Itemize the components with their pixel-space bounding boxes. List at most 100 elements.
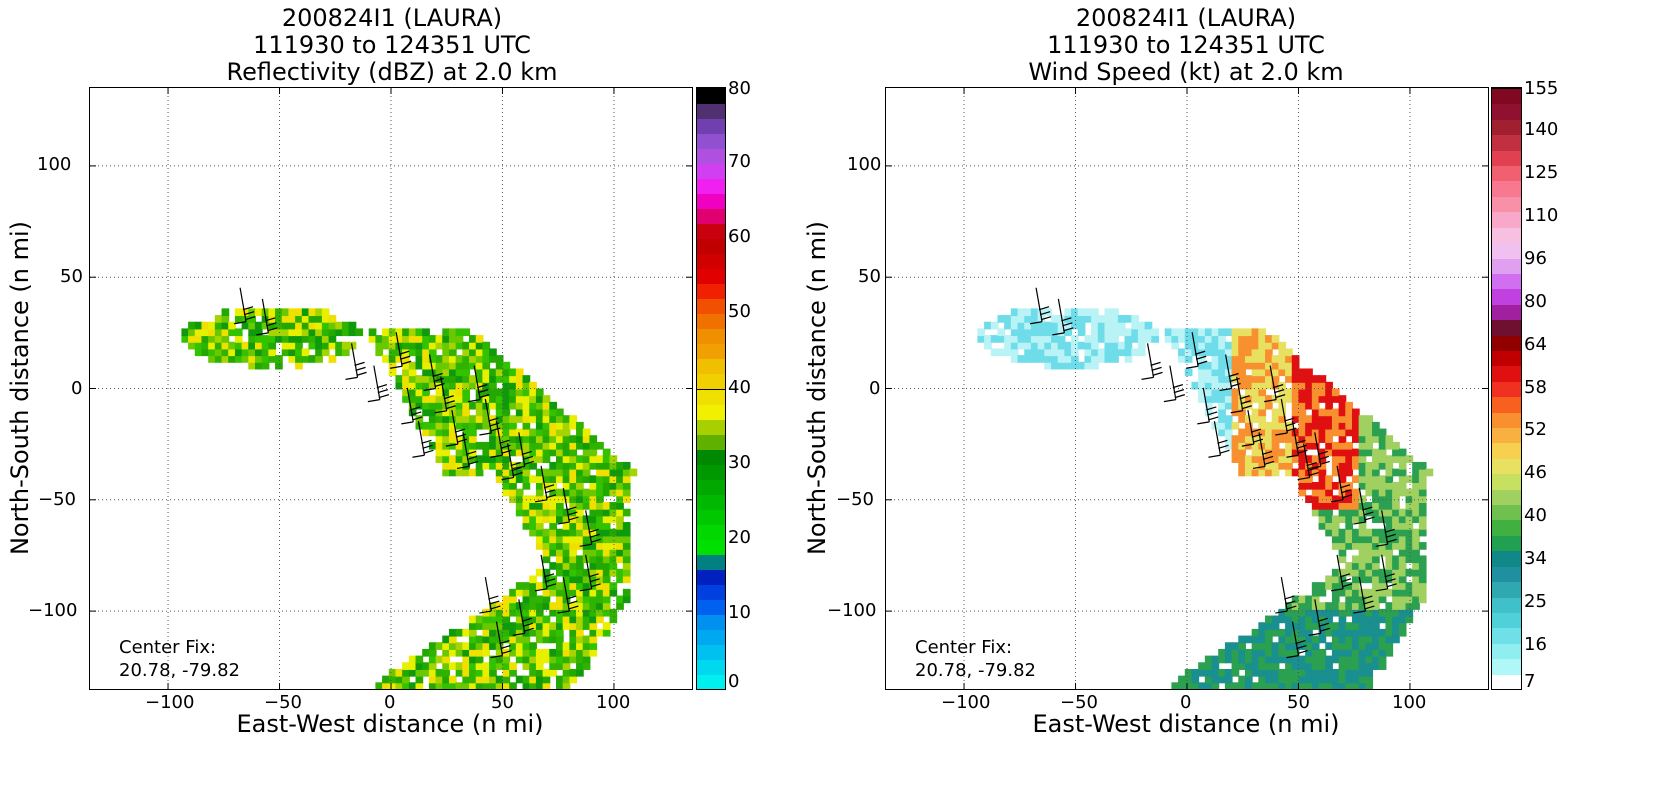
echo-cell — [1298, 655, 1307, 664]
echo-cell — [1331, 468, 1340, 477]
echo-cell — [462, 428, 471, 437]
echo-cell — [1338, 455, 1347, 463]
echo-cell — [495, 415, 504, 423]
colorbar-segment — [1492, 396, 1521, 413]
echo-cell — [1291, 668, 1300, 677]
echo-cell — [475, 335, 484, 343]
colorbar-segment — [697, 433, 725, 450]
echo-cell — [1385, 495, 1394, 504]
echo-cell — [241, 308, 250, 317]
echo-cell — [582, 502, 591, 510]
echo-cell — [1251, 441, 1260, 450]
echo-cell — [1358, 628, 1367, 637]
echo-cell — [569, 668, 578, 677]
wind-barb — [1052, 298, 1074, 336]
echo-cell — [228, 341, 236, 350]
echo-cell — [455, 401, 464, 410]
echo-cell — [1084, 361, 1093, 370]
echo-cell — [582, 468, 591, 477]
echo-cell — [1331, 682, 1340, 689]
echo-cell — [1365, 548, 1374, 557]
echo-cell — [502, 675, 511, 684]
colorbar-segment — [697, 163, 725, 180]
echo-cell — [569, 568, 578, 577]
echo-cell — [616, 461, 624, 470]
echo-cell — [1392, 441, 1400, 450]
echo-cell — [535, 401, 544, 410]
echo-cell — [529, 602, 537, 610]
echo-cell — [509, 682, 517, 689]
echo-cell — [448, 642, 457, 650]
echo-cell — [482, 348, 491, 357]
echo-cell — [469, 375, 477, 383]
center-fix-value: 20.78, -79.82 — [119, 660, 240, 681]
echo-cell — [428, 682, 437, 689]
echo-cell — [1405, 615, 1414, 624]
echo-cell — [462, 461, 471, 470]
echo-cell — [1378, 582, 1387, 590]
echo-cell — [1071, 348, 1079, 357]
echo-cell — [208, 328, 216, 337]
echo-cell — [1338, 461, 1347, 470]
echo-cell — [1298, 675, 1307, 684]
echo-cell — [455, 642, 464, 650]
echo-cell — [582, 441, 591, 450]
echo-cell — [462, 395, 471, 403]
echo-cell — [1365, 595, 1374, 604]
echo-cell — [1385, 488, 1394, 497]
echo-cell — [535, 668, 544, 677]
echo-cell — [576, 515, 584, 524]
echo-cell — [315, 355, 323, 363]
echo-cell — [201, 321, 210, 330]
colorbar-segment — [1492, 303, 1521, 321]
echo-cell — [355, 328, 364, 337]
echo-cell — [1331, 595, 1340, 604]
echo-cell — [1385, 555, 1394, 564]
wind-barb — [1353, 487, 1375, 525]
wind-barb — [1252, 432, 1275, 469]
echo-cell — [428, 421, 437, 430]
echo-cell — [1298, 408, 1307, 417]
echo-cell — [582, 642, 591, 650]
wind-barb — [1375, 510, 1397, 547]
echo-cell — [622, 555, 631, 564]
echo-cell — [1271, 441, 1280, 450]
echo-cell — [1345, 655, 1353, 664]
echo-cell — [522, 401, 531, 410]
echo-cell — [502, 401, 511, 410]
echo-cell — [455, 455, 464, 463]
echo-cell — [1305, 675, 1313, 684]
echo-cell — [1358, 562, 1367, 570]
echo-cell — [549, 408, 557, 417]
echo-cell — [1285, 348, 1293, 357]
echo-cell — [535, 428, 544, 437]
echo-cell — [1291, 642, 1300, 650]
echo-cell — [1331, 582, 1340, 590]
echo-cell — [1198, 328, 1206, 337]
echo-cell — [589, 648, 598, 657]
echo-cell — [1351, 615, 1360, 624]
echo-cell — [1278, 648, 1287, 657]
echo-cell — [1238, 368, 1246, 377]
echo-cell — [1311, 468, 1320, 477]
echo-cell — [482, 635, 491, 644]
echo-cell — [549, 608, 557, 617]
y-tick-label: −100 — [827, 600, 877, 621]
echo-cell — [315, 308, 323, 317]
echo-cell — [589, 441, 598, 450]
echo-cell — [1251, 435, 1260, 443]
echo-cell — [475, 355, 484, 363]
echo-cell — [1345, 448, 1353, 457]
echo-cell — [1231, 648, 1240, 657]
echo-cell — [1385, 548, 1394, 557]
echo-cell — [1378, 588, 1387, 597]
echo-cell — [529, 415, 537, 423]
echo-cell — [475, 655, 484, 664]
echo-cell — [408, 395, 417, 403]
echo-cell — [1084, 341, 1093, 350]
echo-cell — [1111, 335, 1119, 343]
echo-cell — [1238, 428, 1246, 437]
echo-cell — [415, 675, 424, 684]
colorbar-segment — [697, 298, 725, 315]
echo-cell — [535, 628, 544, 637]
